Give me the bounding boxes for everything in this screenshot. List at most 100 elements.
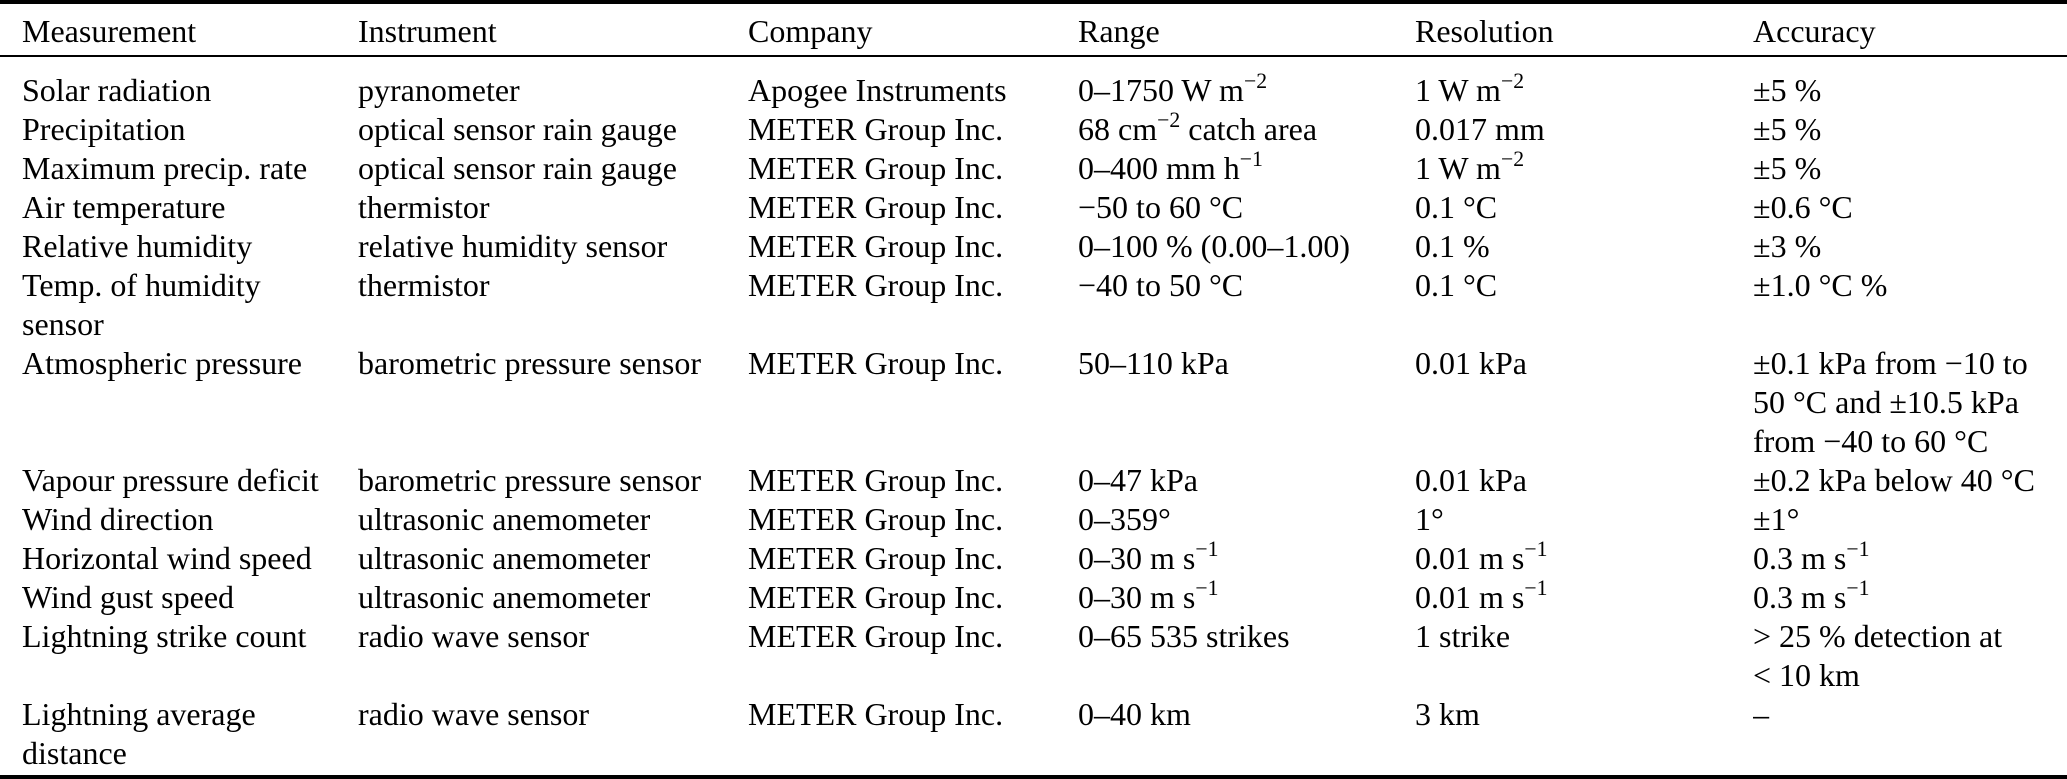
cell-accuracy: ±5 % (1753, 150, 1822, 186)
cell-instrument: optical sensor rain gauge (358, 150, 677, 186)
cell-range: 0–359° (1078, 501, 1171, 537)
cell-resolution: 0.01 kPa (1415, 345, 1527, 381)
cell-accuracy: ±0.6 °C (1753, 189, 1853, 225)
cell-company: Apogee Instruments (748, 72, 1007, 108)
cell-resolution: 0.017 mm (1415, 111, 1545, 147)
cell-resolution: 0.01 m s−1 (1415, 578, 1548, 615)
table-row-vapour-pressure-deficit: Vapour pressure deficit barometric press… (0, 461, 2067, 500)
cell-range: 0–1750 W m−2 (1078, 68, 1268, 108)
cell-company: METER Group Inc. (748, 111, 1004, 147)
cell-accuracy: ±5 % (1753, 72, 1822, 108)
cell-measurement: Wind gust speed (22, 579, 235, 615)
cell-range: −50 to 60 °C (1078, 189, 1244, 225)
table-row-lightning-average-distance: Lightning average distance radio wave se… (0, 695, 2067, 777)
column-header-accuracy: Accuracy (1753, 2, 2067, 57)
cell-instrument: radio wave sensor (358, 618, 590, 654)
cell-accuracy: ±0.2 kPa below 40 °C (1753, 462, 2035, 498)
cell-accuracy: ±1° (1753, 501, 1800, 537)
cell-range: 0–47 kPa (1078, 462, 1198, 498)
cell-accuracy: – (1753, 696, 1769, 732)
cell-range: 0–30 m s−1 (1078, 578, 1219, 615)
table-row-atmospheric-pressure: Atmospheric pressure barometric pressure… (0, 344, 2067, 461)
table-header: Measurement Instrument Company Range Res… (0, 2, 2067, 57)
cell-instrument: thermistor (358, 267, 490, 303)
cell-company: METER Group Inc. (748, 150, 1004, 186)
cell-accuracy: 0.3 m s−1 (1753, 578, 1870, 615)
cell-resolution: 1° (1415, 501, 1444, 537)
cell-measurement: Maximum precip. rate (22, 150, 308, 186)
cell-measurement: Solar radiation (22, 72, 212, 108)
cell-resolution: 1 W m−2 (1415, 149, 1525, 186)
table-row-maximum-precip-rate: Maximum precip. rate optical sensor rain… (0, 149, 2067, 188)
cell-instrument: ultrasonic anemometer (358, 540, 651, 576)
cell-accuracy: ±0.1 kPa from −10 to 50 °C and ±10.5 kPa… (1753, 345, 2028, 459)
cell-resolution: 0.1 °C (1415, 189, 1498, 225)
cell-measurement: Temp. of humidity sensor (22, 267, 261, 342)
cell-instrument: ultrasonic anemometer (358, 579, 651, 615)
cell-measurement: Air temperature (22, 189, 226, 225)
cell-measurement: Atmospheric pressure (22, 345, 302, 381)
cell-instrument: barometric pressure sensor (358, 462, 701, 498)
table-row-air-temperature: Air temperature thermistor METER Group I… (0, 188, 2067, 227)
table-body: Solar radiation pyranometer Apogee Instr… (0, 56, 2067, 777)
cell-accuracy: ±5 % (1753, 111, 1822, 147)
cell-accuracy: > 25 % detection at < 10 km (1753, 618, 2003, 693)
cell-instrument: thermistor (358, 189, 490, 225)
cell-instrument: ultrasonic anemometer (358, 501, 651, 537)
cell-range: 0–30 m s−1 (1078, 539, 1219, 576)
cell-company: METER Group Inc. (748, 579, 1004, 615)
cell-company: METER Group Inc. (748, 462, 1004, 498)
cell-company: METER Group Inc. (748, 618, 1004, 654)
cell-company: METER Group Inc. (748, 228, 1004, 264)
column-header-resolution: Resolution (1415, 2, 1753, 57)
table-row-temp-of-humidity-sensor: Temp. of humidity sensor thermistor METE… (0, 266, 2067, 344)
cell-measurement: Precipitation (22, 111, 186, 147)
cell-resolution: 0.1 °C (1415, 267, 1498, 303)
cell-accuracy: ±1.0 °C % (1753, 267, 1888, 303)
cell-resolution: 0.01 m s−1 (1415, 539, 1548, 576)
cell-range: 0–400 mm h−1 (1078, 149, 1263, 186)
cell-measurement: Horizontal wind speed (22, 540, 312, 576)
column-header-range: Range (1078, 2, 1415, 57)
cell-range: 0–100 % (0.00–1.00) (1078, 228, 1350, 264)
cell-company: METER Group Inc. (748, 540, 1004, 576)
cell-company: METER Group Inc. (748, 189, 1004, 225)
cell-range: 0–65 535 strikes (1078, 618, 1290, 654)
cell-instrument: radio wave sensor (358, 696, 590, 732)
cell-company: METER Group Inc. (748, 267, 1004, 303)
cell-measurement: Lightning strike count (22, 618, 307, 654)
cell-measurement: Wind direction (22, 501, 214, 537)
cell-instrument: optical sensor rain gauge (358, 111, 677, 147)
cell-company: METER Group Inc. (748, 696, 1004, 732)
table-row-relative-humidity: Relative humidity relative humidity sens… (0, 227, 2067, 266)
cell-measurement: Lightning average distance (22, 696, 256, 771)
column-header-instrument: Instrument (358, 2, 748, 57)
cell-instrument: relative humidity sensor (358, 228, 668, 264)
table-row-precipitation: Precipitation optical sensor rain gauge … (0, 110, 2067, 149)
cell-range: 0–40 km (1078, 696, 1191, 732)
column-header-company: Company (748, 2, 1078, 57)
table-row-solar-radiation: Solar radiation pyranometer Apogee Instr… (0, 56, 2067, 110)
cell-resolution: 0.1 % (1415, 228, 1490, 264)
table-row-lightning-strike-count: Lightning strike count radio wave sensor… (0, 617, 2067, 695)
cell-accuracy: ±3 % (1753, 228, 1822, 264)
column-header-measurement: Measurement (0, 2, 358, 57)
table-row-horizontal-wind-speed: Horizontal wind speed ultrasonic anemome… (0, 539, 2067, 578)
table-row-wind-direction: Wind direction ultrasonic anemometer MET… (0, 500, 2067, 539)
cell-resolution: 1 strike (1415, 618, 1511, 654)
cell-resolution: 1 W m−2 (1415, 68, 1525, 108)
cell-company: METER Group Inc. (748, 501, 1004, 537)
cell-company: METER Group Inc. (748, 345, 1004, 381)
cell-measurement: Vapour pressure deficit (22, 462, 319, 498)
cell-accuracy: 0.3 m s−1 (1753, 539, 1870, 576)
header-row: Measurement Instrument Company Range Res… (0, 2, 2067, 57)
cell-resolution: 0.01 kPa (1415, 462, 1527, 498)
cell-range: 68 cm−2 catch area (1078, 110, 1318, 147)
cell-instrument: barometric pressure sensor (358, 345, 701, 381)
table-row-wind-gust-speed: Wind gust speed ultrasonic anemometer ME… (0, 578, 2067, 617)
cell-resolution: 3 km (1415, 696, 1480, 732)
cell-range: −40 to 50 °C (1078, 267, 1244, 303)
cell-range: 50–110 kPa (1078, 345, 1229, 381)
cell-measurement: Relative humidity (22, 228, 253, 264)
